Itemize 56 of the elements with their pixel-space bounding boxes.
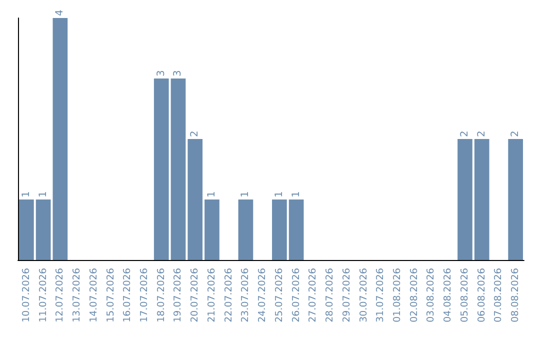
bar xyxy=(154,78,169,260)
x-tick-label: 24.07.2026 xyxy=(257,268,268,322)
bar xyxy=(272,200,287,260)
bar xyxy=(52,18,68,260)
x-tick-label: 12.07.2026 xyxy=(54,268,66,322)
data-label: 1 xyxy=(240,191,252,198)
x-tick-label: 20.07.2026 xyxy=(190,268,201,322)
bar xyxy=(508,139,523,260)
bar xyxy=(204,200,220,260)
x-tick-label: 21.07.2026 xyxy=(206,268,218,322)
x-tick-label: 13.07.2026 xyxy=(72,268,83,322)
bar xyxy=(36,200,51,260)
x-tick-label: 22.07.2026 xyxy=(223,268,234,322)
bar xyxy=(238,200,254,260)
x-tick-label: 31.07.2026 xyxy=(375,268,386,322)
bar xyxy=(170,78,186,260)
bar xyxy=(288,200,304,260)
x-tick-label: 14.07.2026 xyxy=(88,268,100,322)
x-tick-label: 26.07.2026 xyxy=(290,268,302,322)
bar xyxy=(458,139,472,260)
data-label: 3 xyxy=(156,70,167,76)
data-label: 1 xyxy=(20,191,32,198)
x-tick-label: 28.07.2026 xyxy=(324,268,336,322)
data-label: 1 xyxy=(290,191,302,198)
x-tick-label: 05.08.2026 xyxy=(459,268,470,322)
x-tick-label: 17.07.2026 xyxy=(139,268,150,322)
data-label: 3 xyxy=(172,70,184,76)
x-tick-label: 15.07.2026 xyxy=(105,268,116,322)
data-label: 2 xyxy=(459,130,470,137)
data-label: 1 xyxy=(274,191,285,198)
bar xyxy=(188,139,203,260)
data-label: 2 xyxy=(190,130,201,137)
x-tick-label: 19.07.2026 xyxy=(172,268,184,322)
x-tick-label: 07.08.2026 xyxy=(493,268,504,322)
bar xyxy=(474,139,490,260)
data-label: 4 xyxy=(54,10,66,16)
x-tick-label: 30.07.2026 xyxy=(358,268,370,322)
x-tick-label: 27.07.2026 xyxy=(308,268,319,322)
data-label: 2 xyxy=(476,130,488,137)
x-tick-label: 04.08.2026 xyxy=(442,268,454,322)
x-tick-label: 16.07.2026 xyxy=(122,268,134,322)
x-tick-label: 10.07.2026 xyxy=(20,268,32,322)
x-tick-label: 25.07.2026 xyxy=(274,268,285,322)
x-tick-label: 03.08.2026 xyxy=(426,268,437,322)
x-tick-label: 06.08.2026 xyxy=(476,268,488,322)
x-tick-label: 08.08.2026 xyxy=(510,268,522,322)
data-label: 1 xyxy=(38,191,49,198)
x-tick-label: 02.08.2026 xyxy=(408,268,420,322)
data-label: 1 xyxy=(206,191,218,198)
data-label: 2 xyxy=(510,130,522,137)
x-tick-label: 29.07.2026 xyxy=(341,268,352,322)
bar xyxy=(19,200,34,260)
x-tick-label: 01.08.2026 xyxy=(392,268,403,322)
x-tick-label: 23.07.2026 xyxy=(240,268,252,322)
x-tick-label: 18.07.2026 xyxy=(156,268,167,322)
x-tick-label: 11.07.2026 xyxy=(38,268,49,322)
